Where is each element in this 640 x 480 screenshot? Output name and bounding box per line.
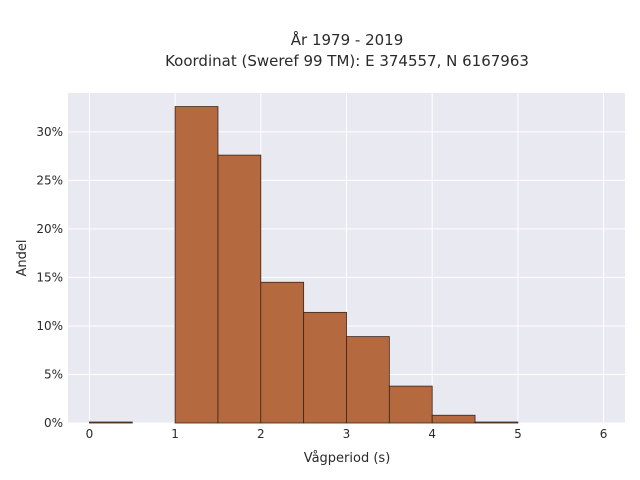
x-tick-label-5: 5 <box>514 427 522 441</box>
chart-title-line-1: År 1979 - 2019 <box>291 30 404 49</box>
bars <box>89 106 519 424</box>
histogram-bar-2 <box>217 154 262 424</box>
histogram-bar-4 <box>303 311 347 424</box>
y-axis-ticks: 0% 5% 10% 15% 20% 25% 30% <box>36 125 63 430</box>
y-axis-label: Andel <box>15 240 30 277</box>
x-tick-label-4: 4 <box>428 427 436 441</box>
x-tick-label-2: 2 <box>257 427 265 441</box>
x-axis-ticks: 0 1 2 3 4 5 6 <box>86 427 608 441</box>
x-tick-label-6: 6 <box>600 427 608 441</box>
y-tick-label-4: 20% <box>36 222 63 236</box>
y-tick-label-3: 15% <box>36 270 63 284</box>
histogram-bar-8 <box>474 421 519 424</box>
histogram-bar-7 <box>431 414 476 424</box>
x-tick-label-3: 3 <box>343 427 351 441</box>
y-tick-label-6: 30% <box>36 125 63 139</box>
y-tick-label-5: 25% <box>36 173 63 187</box>
histogram-bar-0 <box>89 421 133 424</box>
y-tick-label-0: 0% <box>44 416 63 430</box>
x-axis-label: Vågperiod (s) <box>304 451 391 466</box>
histogram-bar-3 <box>260 281 305 424</box>
histogram-bar-1 <box>174 106 219 424</box>
y-tick-label-2: 10% <box>36 319 63 333</box>
x-tick-label-1: 1 <box>171 427 179 441</box>
y-tick-label-1: 5% <box>44 367 63 381</box>
chart-title-line-2: Koordinat (Sweref 99 TM): E 374557, N 61… <box>165 52 529 70</box>
x-tick-label-0: 0 <box>86 427 94 441</box>
histogram-bar-5 <box>346 336 390 424</box>
histogram-bar-6 <box>388 385 433 424</box>
